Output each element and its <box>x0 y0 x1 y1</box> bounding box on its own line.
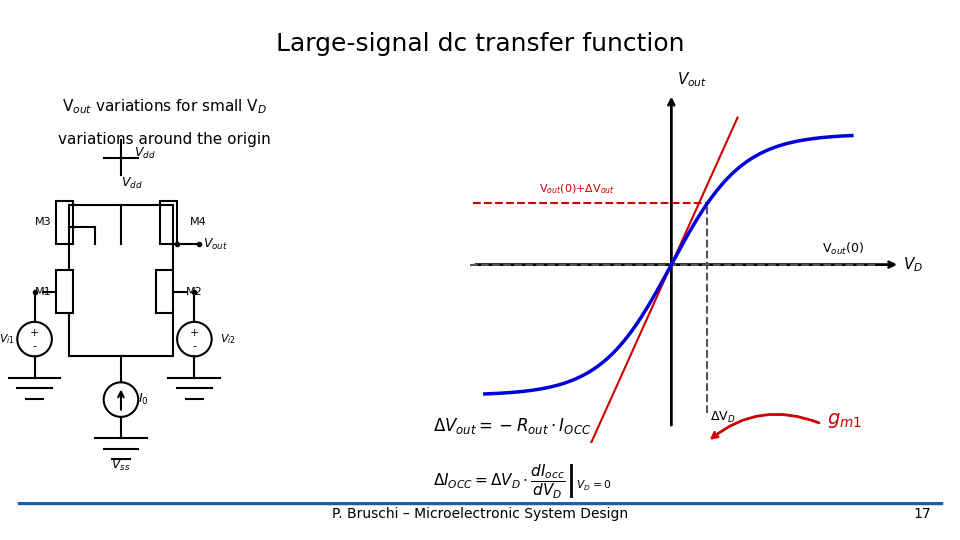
Text: $V_{ss}$: $V_{ss}$ <box>111 458 131 473</box>
Text: +: + <box>190 328 199 338</box>
Text: $V_{dd}$: $V_{dd}$ <box>133 146 156 161</box>
Text: $I_0$: $I_0$ <box>138 392 149 407</box>
Text: P. Bruschi – Microelectronic System Design: P. Bruschi – Microelectronic System Desi… <box>332 507 628 521</box>
Bar <box>56 201 74 244</box>
Text: V$_{out}$ variations for small V$_D$: V$_{out}$ variations for small V$_D$ <box>61 97 267 116</box>
Text: $g_{m1}$: $g_{m1}$ <box>827 411 862 430</box>
Bar <box>56 270 74 313</box>
Text: +: + <box>30 328 39 338</box>
Text: M1: M1 <box>35 287 52 296</box>
Text: -: - <box>33 341 36 350</box>
Text: $V_D$: $V_D$ <box>903 255 924 274</box>
Text: 17: 17 <box>914 507 931 521</box>
Text: $V_{dd}$: $V_{dd}$ <box>121 176 143 191</box>
Text: $\Delta V_{out} = -R_{out} \cdot I_{OCC}$: $\Delta V_{out} = -R_{out} \cdot I_{OCC}… <box>433 416 591 436</box>
Text: $V_{out}$: $V_{out}$ <box>678 71 708 89</box>
Text: M4: M4 <box>190 218 206 227</box>
Text: V$_{out}$(0): V$_{out}$(0) <box>822 241 864 257</box>
Text: V$_{out}$(0)+ΔV$_{out}$: V$_{out}$(0)+ΔV$_{out}$ <box>539 182 615 196</box>
Text: Large-signal dc transfer function: Large-signal dc transfer function <box>276 32 684 56</box>
Text: $V_{i2}$: $V_{i2}$ <box>220 332 236 346</box>
Text: M3: M3 <box>35 218 52 227</box>
Text: -: - <box>192 341 197 350</box>
Text: variations around the origin: variations around the origin <box>58 132 271 147</box>
Bar <box>159 201 177 244</box>
Bar <box>156 270 173 313</box>
Text: $V_{i1}$: $V_{i1}$ <box>0 332 15 346</box>
Text: M2: M2 <box>185 287 203 296</box>
Text: ΔV$_D$: ΔV$_D$ <box>710 410 736 425</box>
Text: $\Delta I_{OCC} = \Delta V_D \cdot \left.\dfrac{dI_{occ}}{dV_D}\right|_{V_D=0}$: $\Delta I_{OCC} = \Delta V_D \cdot \left… <box>433 463 612 501</box>
Text: $V_{out}$: $V_{out}$ <box>204 237 228 252</box>
